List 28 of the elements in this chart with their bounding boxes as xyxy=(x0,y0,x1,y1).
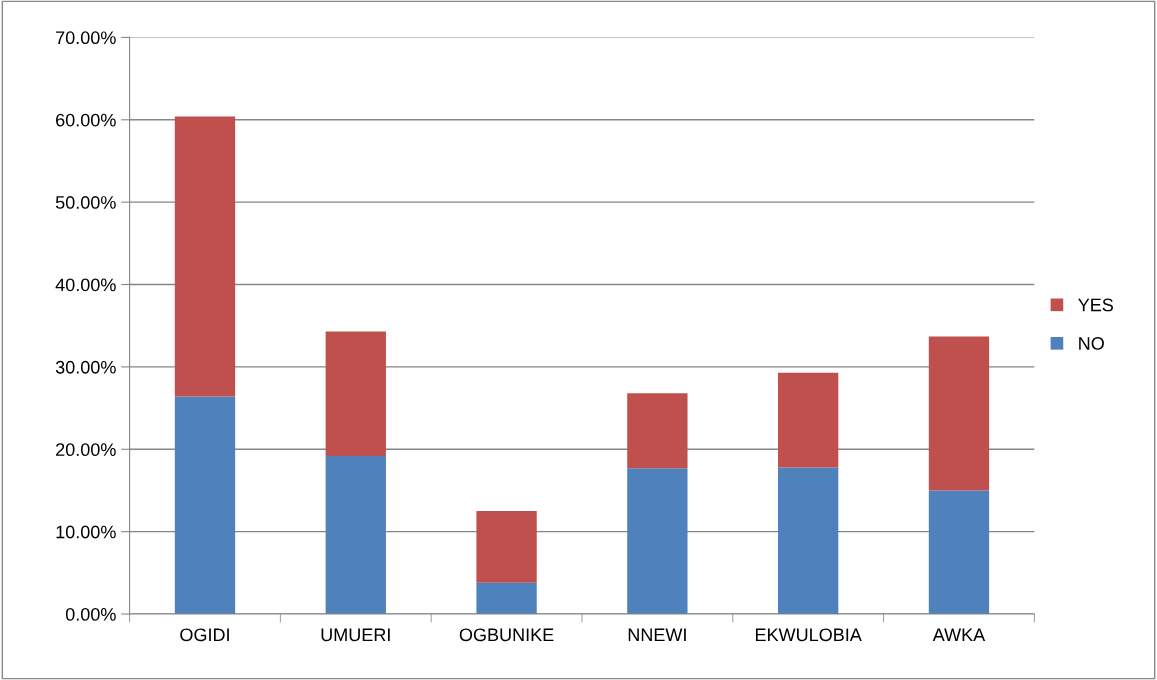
bar xyxy=(778,372,839,468)
x-tick-label: AWKA xyxy=(932,628,986,642)
bar xyxy=(174,396,236,615)
bar xyxy=(778,467,839,615)
y-tick-label: 40.00% xyxy=(55,278,116,292)
bar xyxy=(928,490,990,615)
legend-label: NO xyxy=(1079,337,1104,350)
x-tick-label: NNEWI xyxy=(628,628,686,642)
bar xyxy=(928,336,990,491)
bar xyxy=(627,468,688,615)
legend-label: YES xyxy=(1078,298,1113,312)
x-tick-label: OGIDI xyxy=(180,628,229,642)
bar xyxy=(476,511,537,583)
y-tick-label: 0.00% xyxy=(65,607,116,621)
bar xyxy=(476,582,537,615)
bar xyxy=(174,116,236,397)
y-tick-label: 10.00% xyxy=(56,525,116,539)
bar xyxy=(325,331,386,456)
bar xyxy=(627,393,688,469)
y-tick-label: 50.00% xyxy=(55,196,116,209)
x-tick-label: EKWULOBIA xyxy=(755,628,862,642)
y-tick-label: 60.00% xyxy=(56,113,116,127)
x-tick-label: UMUERI xyxy=(321,628,390,642)
y-tick-label: 70.00% xyxy=(56,31,116,45)
y-tick-label: 30.00% xyxy=(55,360,116,374)
x-tick-label: OGBUNIKE xyxy=(459,628,554,642)
y-tick-label: 20.00% xyxy=(56,443,116,457)
bar xyxy=(325,455,386,615)
